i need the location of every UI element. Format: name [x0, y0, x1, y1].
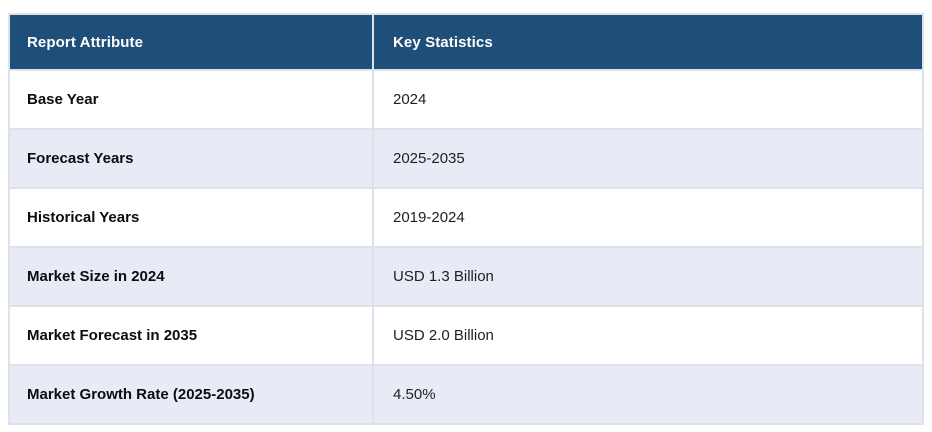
- attribute-value: USD 2.0 Billion: [372, 305, 924, 366]
- table-row-market-forecast: Market Forecast in 2035 USD 2.0 Billion: [8, 305, 924, 366]
- table-row-historical-years: Historical Years 2019-2024: [8, 187, 924, 248]
- table-row-forecast-years: Forecast Years 2025-2035: [8, 128, 924, 189]
- attribute-value: 2025-2035: [372, 128, 924, 189]
- attribute-value: USD 1.3 Billion: [372, 246, 924, 307]
- report-statistics-table: Report Attribute Key Statistics Base Yea…: [8, 13, 924, 425]
- attribute-value: 4.50%: [372, 364, 924, 425]
- column-header-report-attribute: Report Attribute: [8, 13, 374, 71]
- attribute-label: Base Year: [8, 69, 374, 130]
- table-row-base-year: Base Year 2024: [8, 69, 924, 130]
- attribute-label: Historical Years: [8, 187, 374, 248]
- report-summary-table-container: Report Attribute Key Statistics Base Yea…: [8, 13, 924, 425]
- table-header-row: Report Attribute Key Statistics: [8, 13, 924, 71]
- column-header-key-statistics: Key Statistics: [372, 13, 924, 71]
- attribute-label: Market Size in 2024: [8, 246, 374, 307]
- attribute-value: 2024: [372, 69, 924, 130]
- attribute-value: 2019-2024: [372, 187, 924, 248]
- attribute-label: Forecast Years: [8, 128, 374, 189]
- attribute-label: Market Forecast in 2035: [8, 305, 374, 366]
- table-row-growth-rate: Market Growth Rate (2025-2035) 4.50%: [8, 364, 924, 425]
- table-row-market-size: Market Size in 2024 USD 1.3 Billion: [8, 246, 924, 307]
- attribute-label: Market Growth Rate (2025-2035): [8, 364, 374, 425]
